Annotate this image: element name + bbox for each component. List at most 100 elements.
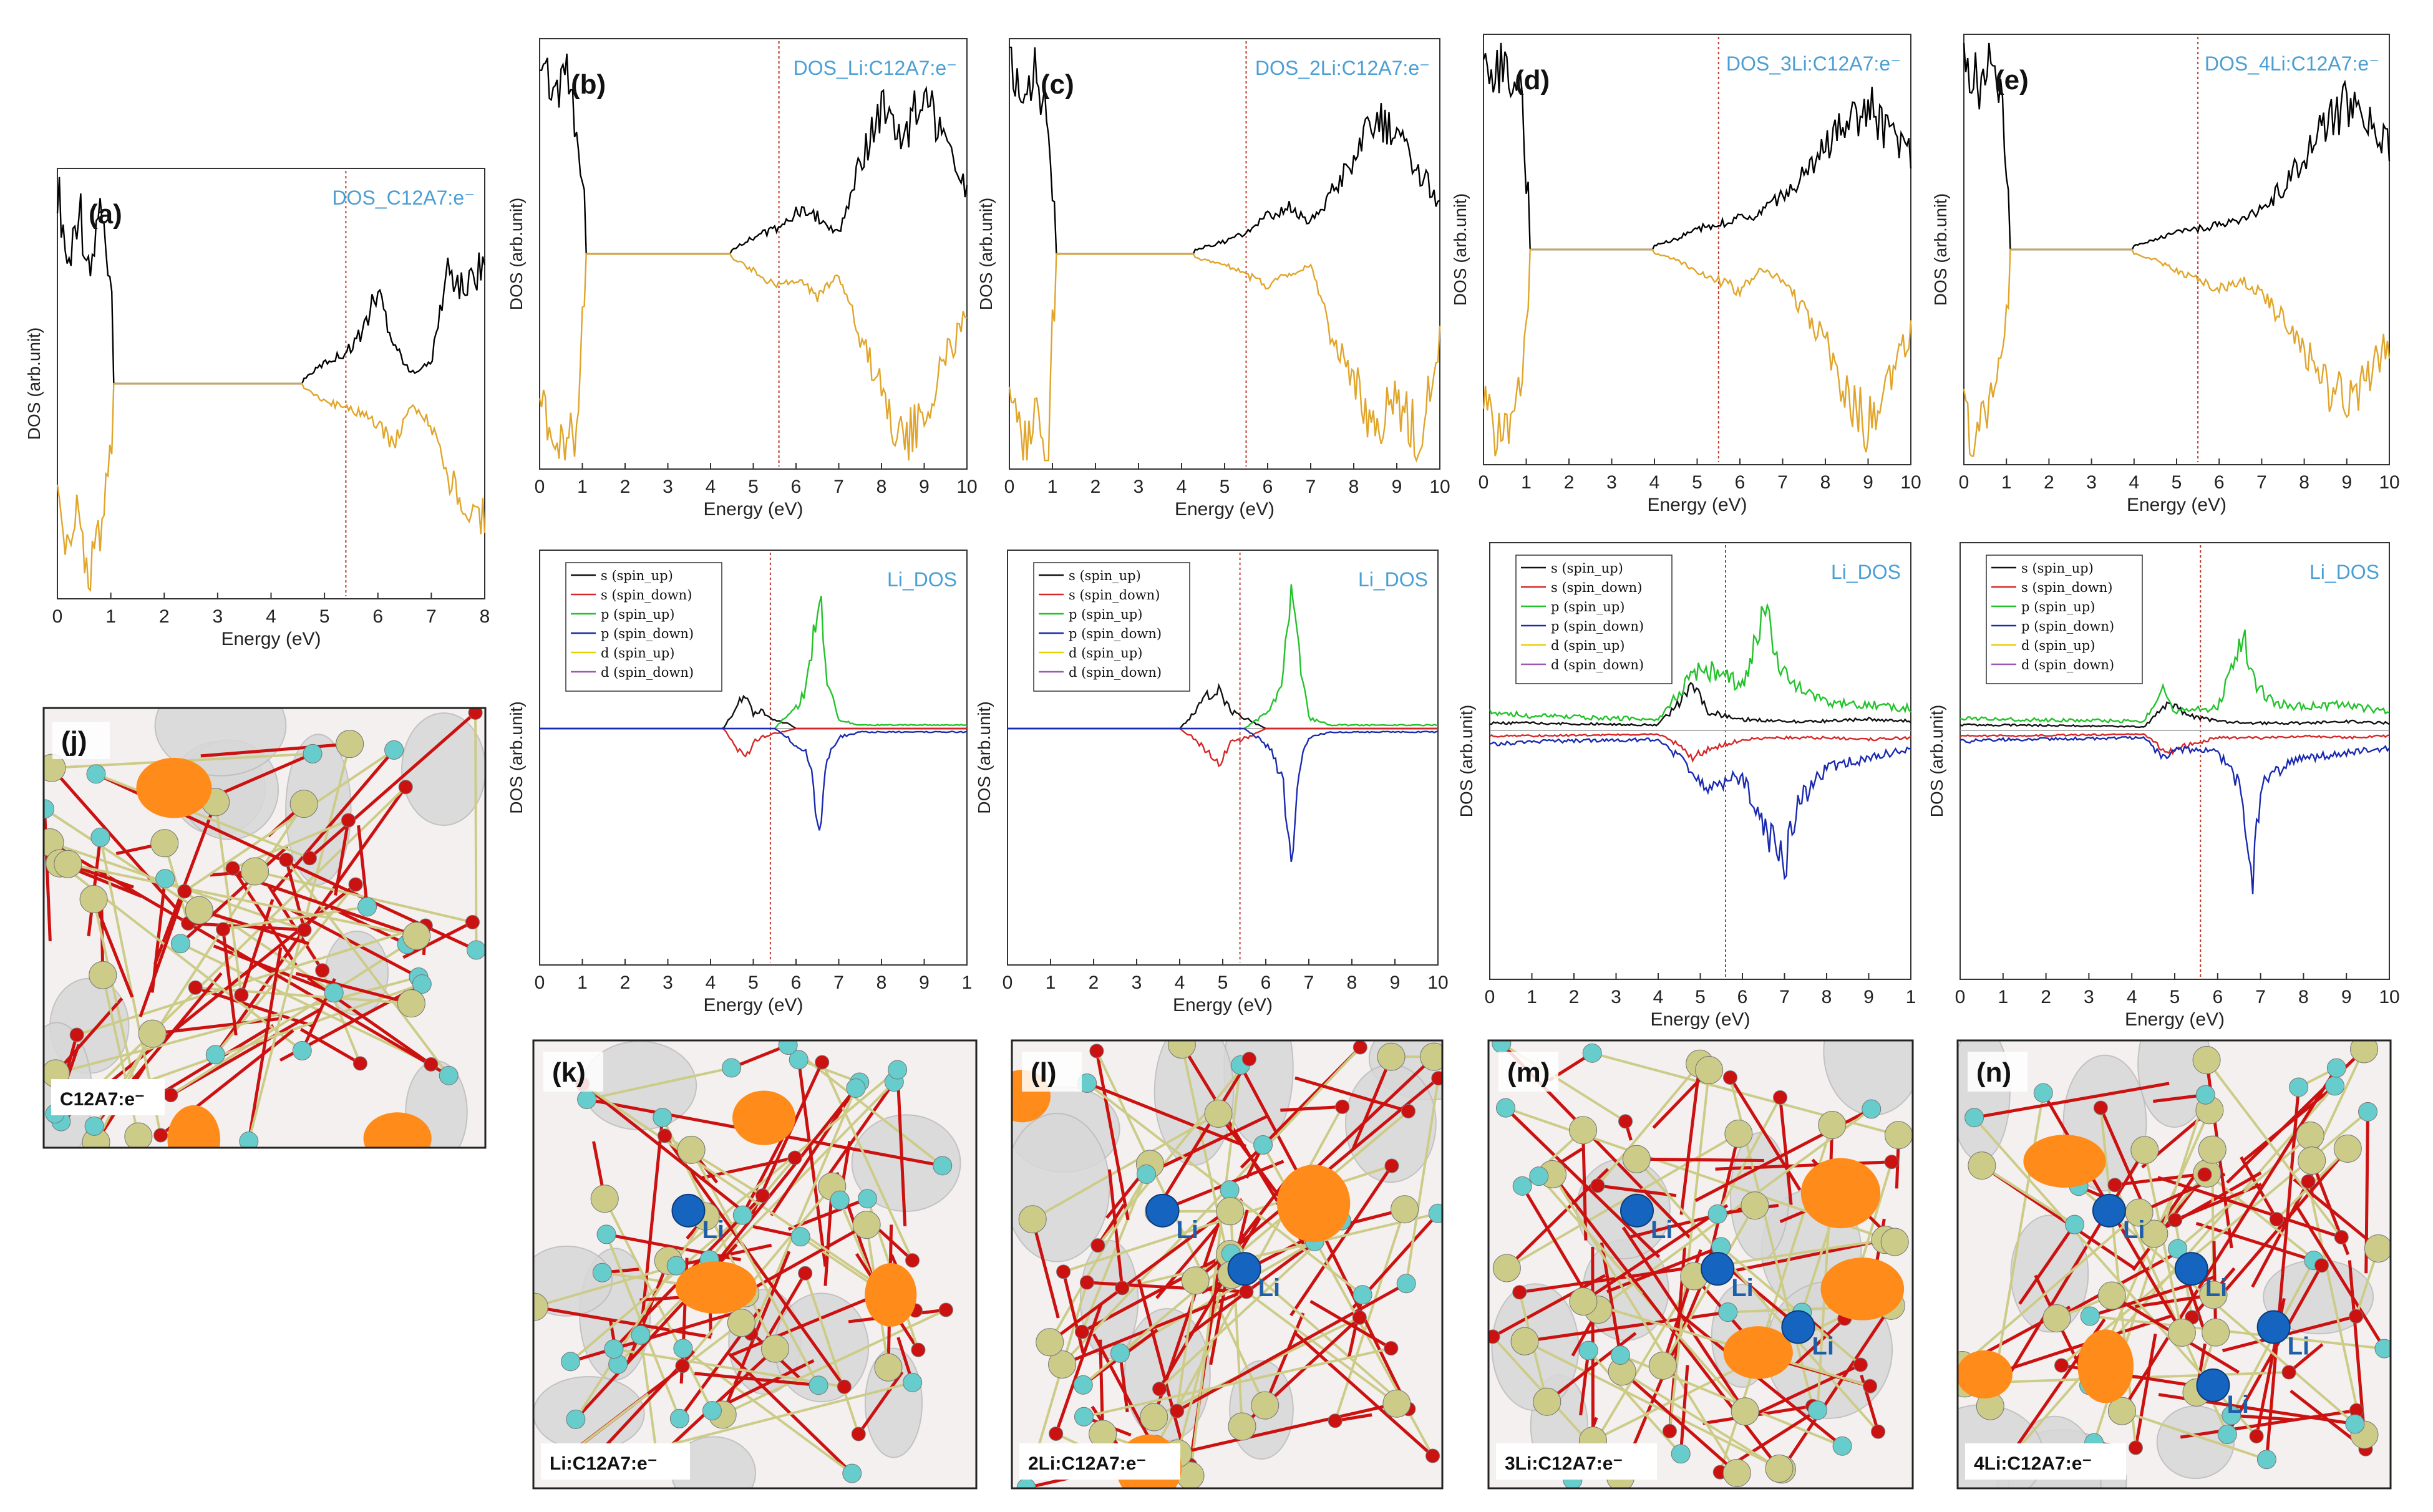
x-axis-label: Energy (eV) <box>1647 495 1747 515</box>
al-atom <box>89 961 117 989</box>
bond <box>1723 1263 1799 1327</box>
cage-isosurface <box>533 1245 613 1317</box>
bond <box>1368 1209 1406 1316</box>
panel-label: (j) <box>61 726 87 757</box>
bond <box>236 976 419 1027</box>
bond <box>1591 1052 1746 1095</box>
o-atom <box>69 1027 84 1042</box>
bond <box>251 924 426 982</box>
x-tick-label: 7 <box>833 477 844 497</box>
x-tick-label: 6 <box>1737 987 1748 1007</box>
x-tick-label: 4 <box>706 477 716 497</box>
al-atom <box>2364 1234 2391 1262</box>
x-tick-label: 8 <box>1822 987 1832 1007</box>
li-atom <box>1145 1193 1180 1228</box>
bond <box>2228 1067 2338 1241</box>
legend-entry: p (spin_up) <box>1551 599 1624 614</box>
legend-entry: d (spin_down) <box>1551 657 1644 672</box>
x-tick-label: 0 <box>52 606 63 627</box>
ca-atom <box>2256 1450 2276 1470</box>
li-atom <box>2256 1310 2291 1344</box>
bond <box>1620 1354 1732 1402</box>
bond <box>1492 1274 1606 1339</box>
bond <box>1405 1180 1424 1284</box>
al-atom <box>2199 1281 2228 1309</box>
x-tick-label: 10 <box>1900 472 1921 493</box>
ca-atom <box>604 1339 624 1359</box>
series-line-p-spin-down- <box>1960 735 2390 894</box>
legend-entry: d (spin_down) <box>601 665 694 680</box>
bond <box>92 898 134 998</box>
bond <box>1086 1082 1246 1148</box>
bond <box>2288 1343 2324 1374</box>
bond <box>1739 1363 1862 1423</box>
al-atom <box>397 989 425 1018</box>
al-atom <box>79 885 108 914</box>
bond <box>1835 1304 1893 1388</box>
li-atom <box>2092 1193 2126 1228</box>
x-tick-label: 7 <box>833 972 844 993</box>
x-tick-label: 8 <box>1349 477 1359 497</box>
o-atom <box>1722 1070 1737 1085</box>
ca-atom <box>292 1041 312 1061</box>
ca-atom <box>84 1116 104 1136</box>
al-atom <box>2140 1219 2168 1248</box>
bond <box>1679 1063 1702 1215</box>
bond <box>214 802 230 899</box>
ca-atom <box>2345 1414 2365 1434</box>
bond <box>363 895 473 924</box>
ca-atom <box>1671 1444 1691 1464</box>
bond <box>2134 1333 2157 1448</box>
bond <box>227 898 243 996</box>
o-atom <box>851 1427 866 1442</box>
x-tick-label: 3 <box>1134 477 1144 497</box>
li-atom <box>1701 1252 1735 1286</box>
series-line-p-spin-up- <box>1960 629 2390 724</box>
bond <box>1524 1340 1654 1407</box>
bond <box>818 1081 896 1189</box>
bond <box>231 867 298 967</box>
bond <box>1664 1320 1780 1470</box>
legend-entry: d (spin_up) <box>1551 638 1624 653</box>
bond <box>1800 1254 1822 1313</box>
ca-atom <box>2217 1424 2237 1444</box>
x-tick-label: 7 <box>2256 472 2267 493</box>
al-atom <box>185 896 213 924</box>
bond <box>2099 1107 2148 1213</box>
y-axis-label: DOS (arb.unit) <box>974 701 994 814</box>
bond <box>238 982 423 1050</box>
bond <box>180 956 303 1052</box>
bond <box>1280 1105 1343 1112</box>
bond <box>240 899 274 996</box>
bond <box>59 862 182 958</box>
panel-label-bg <box>543 1052 603 1092</box>
x-tick-label: 6 <box>372 606 383 627</box>
bond <box>1579 1350 1590 1416</box>
panel-title: Li_DOS <box>2309 561 2379 583</box>
ca-atom <box>1862 1099 1882 1119</box>
bond <box>1867 1161 1893 1241</box>
legend: s (spin_up)s (spin_down)p (spin_up)p (sp… <box>1515 555 1673 684</box>
ca-atom <box>1396 1274 1416 1294</box>
bond <box>402 921 473 959</box>
o-atom <box>1773 1090 1788 1105</box>
bond <box>1294 1076 1409 1113</box>
al-atom <box>2298 1146 2326 1175</box>
bond <box>767 1410 853 1475</box>
x-tick-label: 1 <box>577 477 588 497</box>
bond <box>1661 1285 1710 1367</box>
bond <box>722 1361 835 1416</box>
legend-entry: s (spin_up) <box>1551 561 1623 576</box>
ca-atom <box>439 1065 459 1085</box>
series-line-p-spin-up- <box>1488 602 1911 722</box>
bond <box>864 1104 943 1167</box>
ca-atom <box>2080 1306 2100 1326</box>
ca-atom <box>1253 1135 1273 1155</box>
al-atom <box>2333 1135 2362 1163</box>
electron-density <box>1800 1158 1881 1229</box>
o-atom <box>1662 1423 1677 1438</box>
bond <box>67 863 243 901</box>
x-tick-label: 10 <box>2379 987 2399 1007</box>
ca-atom <box>90 827 110 847</box>
bond <box>762 1272 807 1345</box>
